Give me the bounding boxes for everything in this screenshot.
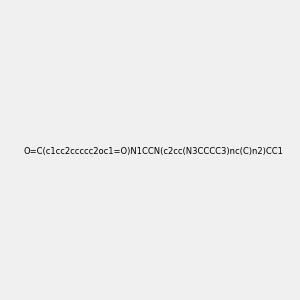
Text: O=C(c1cc2ccccc2oc1=O)N1CCN(c2cc(N3CCCC3)nc(C)n2)CC1: O=C(c1cc2ccccc2oc1=O)N1CCN(c2cc(N3CCCC3)… bbox=[24, 147, 284, 156]
